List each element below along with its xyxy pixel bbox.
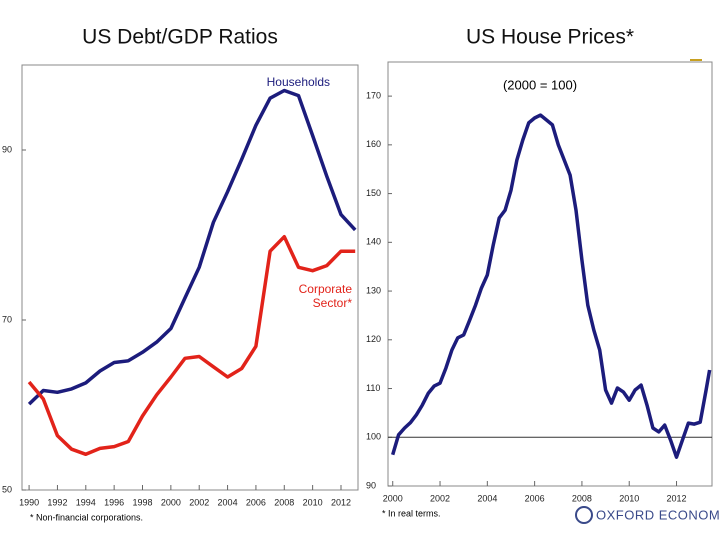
y-tick-label: 50 bbox=[2, 484, 12, 494]
x-tick-label: 2004 bbox=[477, 493, 497, 503]
y-tick-label: 100 bbox=[366, 432, 381, 442]
x-tick-label: 2008 bbox=[572, 493, 592, 503]
footnote: * In real terms. bbox=[382, 508, 441, 518]
x-tick-label: 2010 bbox=[619, 493, 639, 503]
footnote: * Non-financial corporations. bbox=[30, 512, 143, 522]
chart-title: US House Prices* bbox=[466, 26, 634, 49]
logo: OXFORD ECONOMICS bbox=[596, 507, 720, 522]
x-tick-label: 2000 bbox=[383, 493, 403, 503]
y-tick-label: 120 bbox=[366, 334, 381, 344]
series-label: Corporate Sector* bbox=[299, 282, 353, 310]
x-tick-label: 2002 bbox=[430, 493, 450, 503]
subtitle: (2000 = 100) bbox=[503, 77, 577, 92]
x-tick-label: 2004 bbox=[218, 497, 238, 507]
y-tick-label: 130 bbox=[366, 285, 381, 295]
series-line bbox=[391, 113, 712, 459]
chart-title: US Debt/GDP Ratios bbox=[82, 26, 278, 49]
y-tick-label: 70 bbox=[2, 314, 12, 324]
series-label: Households bbox=[267, 75, 330, 89]
x-tick-label: 2002 bbox=[189, 497, 209, 507]
y-tick-label: 90 bbox=[366, 480, 376, 490]
y-tick-label: 140 bbox=[366, 237, 381, 247]
x-tick-label: 1990 bbox=[19, 497, 39, 507]
x-tick-label: 1998 bbox=[132, 497, 152, 507]
y-tick-label: 90 bbox=[2, 144, 12, 154]
y-tick-label: 160 bbox=[366, 139, 381, 149]
x-tick-label: 2006 bbox=[525, 493, 545, 503]
x-tick-label: 1994 bbox=[76, 497, 96, 507]
left-frame bbox=[21, 64, 359, 491]
right-frame bbox=[387, 61, 713, 487]
x-tick-label: 2000 bbox=[161, 497, 181, 507]
y-tick-label: 170 bbox=[366, 90, 381, 100]
y-tick-label: 150 bbox=[366, 188, 381, 198]
x-tick-label: 2008 bbox=[274, 497, 294, 507]
series-line bbox=[27, 88, 357, 406]
x-tick-label: 2012 bbox=[331, 497, 351, 507]
x-tick-label: 2010 bbox=[303, 497, 323, 507]
series-line bbox=[27, 234, 356, 457]
x-tick-label: 1996 bbox=[104, 497, 124, 507]
x-tick-label: 2012 bbox=[667, 493, 687, 503]
y-tick-label: 110 bbox=[366, 383, 380, 393]
x-tick-label: 2006 bbox=[246, 497, 266, 507]
logo-mark bbox=[575, 506, 593, 524]
x-tick-label: 1992 bbox=[47, 497, 67, 507]
